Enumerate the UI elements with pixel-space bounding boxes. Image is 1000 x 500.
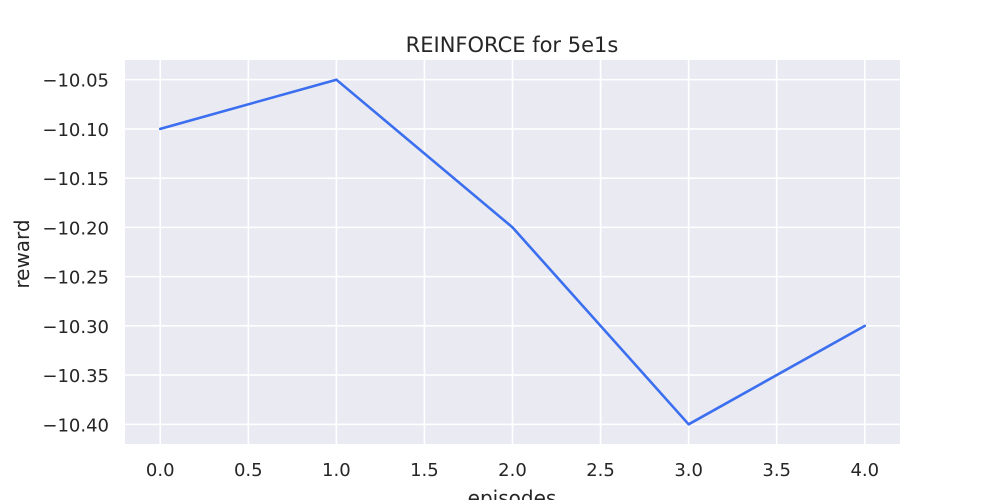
- x-axis-label: episodes: [468, 486, 557, 500]
- x-tick-label: 4.0: [850, 460, 879, 481]
- x-tick-label: 1.5: [410, 460, 439, 481]
- y-tick-label: −10.25: [42, 268, 109, 289]
- y-tick-labels: −10.05 −10.10 −10.15 −10.20 −10.25 −10.30 −10.…: [42, 71, 109, 437]
- x-tick-label: 1.0: [322, 460, 351, 481]
- series-line: [158, 78, 867, 426]
- y-tick-label: −10.05: [42, 71, 109, 92]
- x-tick-label: 3.5: [762, 460, 791, 481]
- series-group: [158, 78, 867, 426]
- x-tick-label: 3.0: [674, 460, 703, 481]
- x-tick-labels: 0.0 0.5 1.0 1.5 2.0 2.5 3.0 3.5 4.0: [146, 460, 879, 481]
- y-tick-label: −10.10: [42, 120, 109, 141]
- chart-title: REINFORCE for 5e1s: [406, 33, 619, 57]
- y-axis-label: reward: [10, 219, 34, 288]
- x-tick-label: 2.0: [498, 460, 527, 481]
- x-tick-label: 0.0: [146, 460, 175, 481]
- y-tick-label: −10.15: [42, 169, 109, 190]
- x-tick-label: 0.5: [234, 460, 263, 481]
- y-tick-label: −10.20: [42, 218, 109, 239]
- grid-lines: [125, 60, 900, 444]
- y-tick-label: −10.40: [42, 415, 109, 436]
- y-tick-label: −10.35: [42, 366, 109, 387]
- x-tick-label: 2.5: [586, 460, 615, 481]
- y-tick-label: −10.30: [42, 317, 109, 338]
